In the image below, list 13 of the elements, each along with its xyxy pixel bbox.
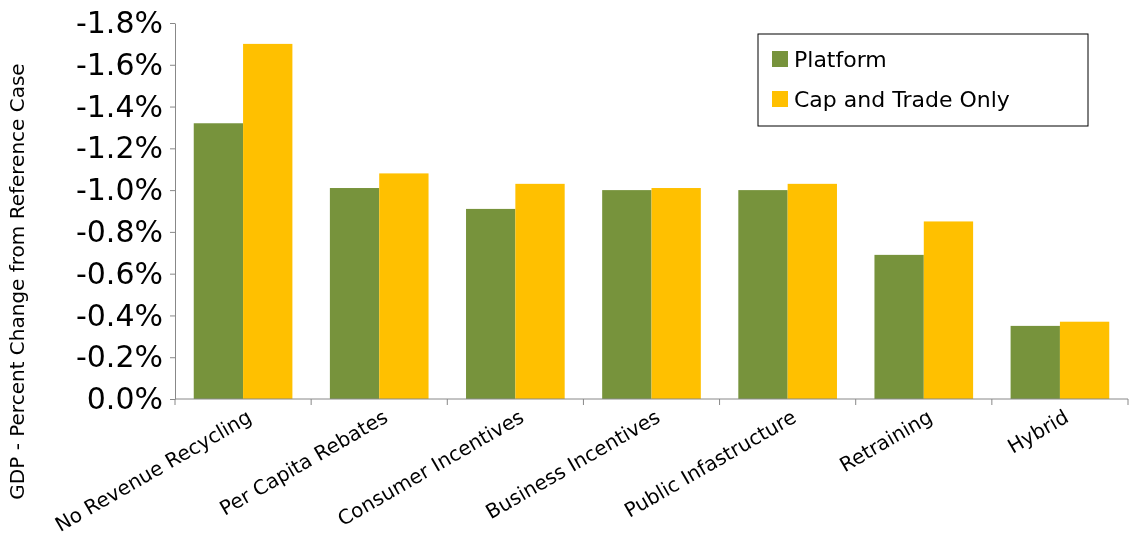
- legend-label: Platform: [794, 47, 887, 72]
- y-tick-label: 0.0%: [86, 381, 163, 417]
- y-tick-label: -0.4%: [75, 297, 163, 333]
- y-axis-title: GDP - Percent Change from Reference Case: [5, 63, 29, 500]
- y-tick-label: -1.8%: [75, 5, 163, 41]
- y-tick-label: -0.8%: [75, 213, 163, 249]
- y-tick-label: -1.4%: [75, 88, 163, 124]
- legend-label: Cap and Trade Only: [794, 87, 1010, 112]
- y-tick-label: -1.6%: [75, 46, 163, 82]
- y-tick-label: -1.2%: [75, 130, 163, 166]
- y-tick-label: -0.2%: [75, 339, 163, 375]
- y-tick-label: -0.6%: [75, 255, 163, 291]
- y-tick-label: -1.0%: [75, 172, 163, 208]
